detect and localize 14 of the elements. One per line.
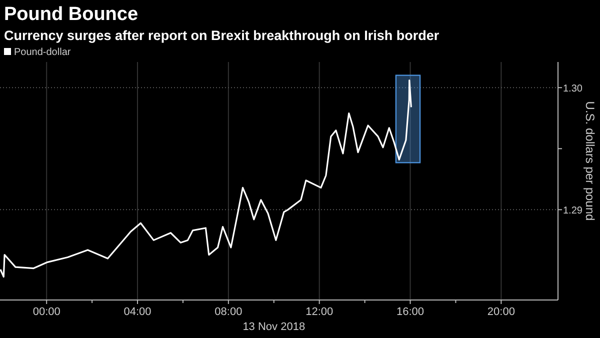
x-tick-label: 04:00 — [124, 306, 152, 318]
y-axis-title: U.S. dollars per pound — [583, 101, 597, 221]
x-axis-title: 13 Nov 2018 — [242, 321, 306, 333]
y-tick-label: 1.30 — [563, 84, 583, 95]
line-series — [0, 80, 412, 278]
x-tick-label: 20:00 — [487, 306, 515, 318]
x-tick-label: 12:00 — [306, 306, 334, 318]
x-tick-label: 08:00 — [214, 306, 242, 318]
y-tick-label: 1.29 — [563, 206, 583, 217]
x-tick-label: 00:00 — [32, 306, 60, 318]
legend-label: Pound-dollar — [14, 47, 72, 58]
x-tick-label: 16:00 — [396, 306, 424, 318]
chart-title: Pound Bounce — [4, 4, 138, 25]
chart-subtitle: Currency surges after report on Brexit breakthrough on Irish border — [4, 28, 440, 43]
